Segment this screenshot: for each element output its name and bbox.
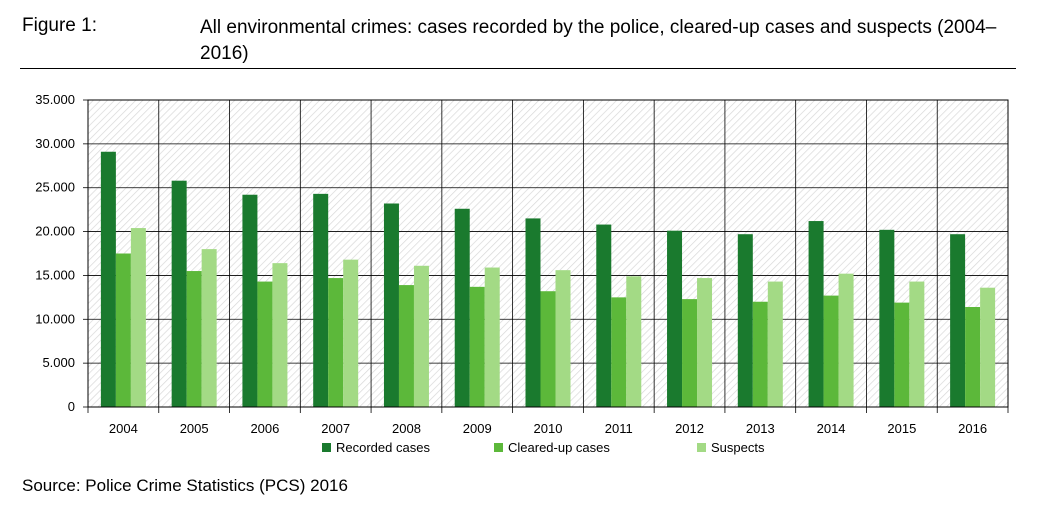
source-note: Source: Police Crime Statistics (PCS) 20…	[22, 476, 348, 495]
bar-cleared-up-cases-2016	[965, 307, 981, 407]
y-tick-label: 20.000	[35, 224, 75, 239]
bar-suspects-2014	[838, 273, 854, 407]
bar-suspects-2012	[697, 278, 713, 407]
bar-suspects-2010	[555, 270, 571, 407]
bar-suspects-2008	[413, 265, 429, 407]
y-tick-label: 25.000	[35, 180, 75, 195]
bar-suspects-2007	[343, 259, 359, 407]
bar-recorded-cases-2010	[525, 218, 541, 407]
bar-suspects-2004	[130, 228, 146, 407]
x-tick-label: 2009	[463, 421, 492, 436]
bar-cleared-up-cases-2005	[186, 271, 202, 407]
bar-chart: 0 5.000 10.000 15.000 20.000 25.000 30.000 35.0…	[35, 92, 1009, 455]
legend-swatch-1	[494, 443, 503, 452]
x-tick-label: 2012	[675, 421, 704, 436]
y-tick-label: 35.000	[35, 92, 75, 107]
bar-recorded-cases-2004	[100, 151, 116, 407]
bar-recorded-cases-2009	[454, 208, 470, 407]
bar-suspects-2009	[484, 267, 500, 407]
bar-recorded-cases-2006	[242, 194, 258, 407]
legend-label-1: Cleared-up cases	[508, 440, 610, 455]
bar-cleared-up-cases-2011	[611, 297, 627, 407]
bar-recorded-cases-2011	[596, 224, 612, 407]
bar-suspects-2016	[980, 287, 996, 407]
bar-cleared-up-cases-2012	[682, 299, 698, 407]
bar-cleared-up-cases-2004	[115, 253, 131, 407]
x-tick-label: 2007	[321, 421, 350, 436]
figure-label: Figure 1:	[22, 15, 97, 36]
bar-cleared-up-cases-2007	[328, 278, 344, 407]
bar-recorded-cases-2014	[808, 221, 824, 407]
y-tick-label: 5.000	[42, 355, 75, 370]
bar-cleared-up-cases-2008	[398, 285, 414, 407]
x-tick-label: 2005	[180, 421, 209, 436]
bar-suspects-2013	[767, 281, 783, 407]
legend-swatch-0	[322, 443, 331, 452]
bar-recorded-cases-2015	[879, 229, 895, 407]
figure-title: All environmental crimes: cases recorded…	[200, 17, 997, 64]
bar-recorded-cases-2016	[950, 234, 966, 407]
bar-recorded-cases-2005	[171, 180, 187, 407]
bar-recorded-cases-2013	[737, 234, 753, 407]
bar-recorded-cases-2008	[383, 203, 399, 407]
legend-swatch-2	[697, 443, 706, 452]
y-tick-label: 30.000	[35, 136, 75, 151]
x-tick-label: 2016	[958, 421, 987, 436]
title-divider	[20, 68, 1016, 69]
legend-label-2: Suspects	[711, 440, 765, 455]
x-tick-label: 2015	[887, 421, 916, 436]
bar-cleared-up-cases-2014	[823, 295, 839, 407]
x-tick-label: 2006	[250, 421, 279, 436]
bar-suspects-2005	[201, 249, 217, 407]
bar-recorded-cases-2007	[313, 193, 329, 407]
bar-cleared-up-cases-2009	[469, 286, 485, 407]
plot-border	[87, 99, 1009, 408]
x-tick-label: 2008	[392, 421, 421, 436]
bar-cleared-up-cases-2010	[540, 291, 556, 407]
bar-suspects-2006	[272, 263, 288, 407]
bar-cleared-up-cases-2015	[894, 302, 910, 407]
bar-suspects-2011	[626, 276, 642, 407]
bar-suspects-2015	[909, 281, 925, 407]
legend-label-0: Recorded cases	[336, 440, 430, 455]
y-tick-label: 0	[68, 399, 75, 414]
y-tick-label: 10.000	[35, 311, 75, 326]
x-tick-label: 2010	[534, 421, 563, 436]
x-tick-label: 2004	[109, 421, 138, 436]
y-tick-label: 15.000	[35, 267, 75, 282]
bar-cleared-up-cases-2006	[257, 281, 273, 407]
x-tick-label: 2013	[746, 421, 775, 436]
bar-cleared-up-cases-2013	[752, 301, 768, 407]
bar-recorded-cases-2012	[667, 230, 683, 407]
x-tick-label: 2011	[605, 421, 633, 436]
x-tick-label: 2014	[817, 421, 846, 436]
